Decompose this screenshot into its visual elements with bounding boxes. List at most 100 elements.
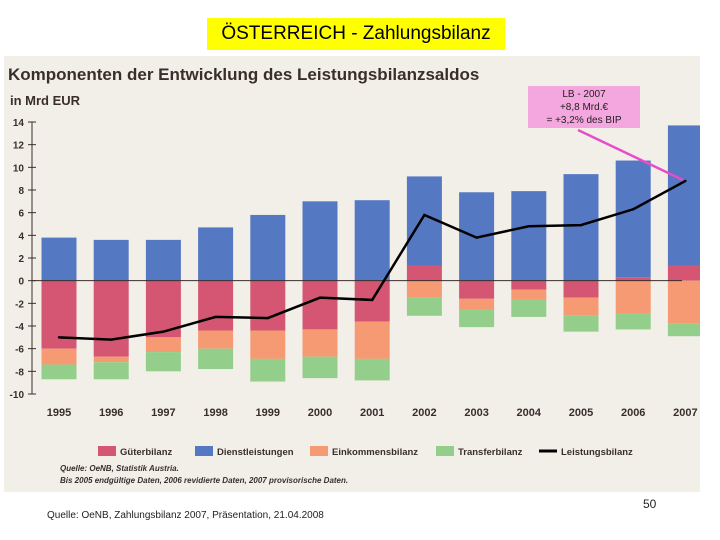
line-point [266,316,269,320]
bar-transferbilanz [563,315,599,332]
y-tick-label: 12 [13,141,25,152]
bar-transferbilanz [93,362,129,380]
legend-label-einkommensbilanz: Einkommensbilanz [332,447,418,458]
line-point [214,315,217,319]
bar-einkommensbilanz [93,356,129,363]
bar-dienstleistungen [615,160,651,278]
line-point [579,223,583,227]
bar-einkommensbilanz [302,329,338,357]
line-point [371,298,374,302]
bar-einkommensbilanz [41,348,77,365]
bar-gueterbilanz [198,280,234,331]
x-tick-label: 1999 [256,407,280,419]
bar-einkommensbilanz [667,280,703,324]
y-tick-label: -4 [15,322,24,333]
bar-dienstleistungen [145,239,181,281]
bar-transferbilanz [198,348,234,370]
bar-gueterbilanz [563,280,599,298]
bar-gueterbilanz [302,280,338,330]
y-tick-label: -8 [15,367,24,378]
bar-dienstleistungen [302,201,338,281]
bar-transferbilanz [459,309,495,328]
y-tick-label: -6 [15,345,24,356]
bar-einkommensbilanz [563,297,599,316]
y-tick-label: 0 [18,277,24,288]
x-tick-label: 2006 [621,407,645,419]
page-number: 50 [643,497,657,511]
bar-dienstleistungen [250,214,286,281]
chart-title: Komponenten der Entwicklung des Leistung… [8,65,479,84]
bar-gueterbilanz [615,277,651,281]
bar-dienstleistungen [198,227,234,281]
bar-transferbilanz [667,323,703,337]
legend-swatch-transferbilanz [436,446,454,456]
y-tick-label: -10 [10,390,25,401]
legend-label-dienstleistungen: Dienstleistungen [217,447,294,458]
bar-gueterbilanz [459,280,495,299]
x-tick-label: 2000 [308,407,332,419]
y-tick-label: 8 [18,186,24,197]
bar-dienstleistungen [93,239,129,281]
bar-transferbilanz [145,352,181,372]
bar-transferbilanz [406,297,442,316]
y-tick-label: 6 [18,209,24,220]
bar-einkommensbilanz [198,330,234,349]
bar-transferbilanz [41,364,77,380]
y-tick-label: 2 [18,254,24,265]
x-tick-label: 1996 [99,407,123,419]
chart-panel: Komponenten der Entwicklung des Leistung… [4,56,703,492]
bar-transferbilanz [250,358,286,382]
line-point [110,338,113,341]
bar-gueterbilanz [93,280,129,357]
callout-line-2: +8,8 Mrd.€ [559,102,609,113]
bar-gueterbilanz [511,280,547,290]
bar-einkommensbilanz [511,289,547,300]
y-tick-label: 4 [18,231,24,242]
legend: Güterbilanz Dienstleistungen Einkommensbil… [98,446,633,458]
callout-line-3: = +3,2% des BIP [546,115,622,126]
bar-einkommensbilanz [406,280,442,298]
bars-group [41,125,703,382]
line-point [423,213,426,217]
legend-swatch-einkommensbilanz [310,446,328,456]
bar-einkommensbilanz [250,330,286,359]
y-axis-label: in Mrd EUR [10,93,81,108]
line-point [318,296,322,299]
legend-label-transferbilanz: Transferbilanz [458,447,523,458]
line-point [684,179,687,183]
slide-title: ÖSTERREICH - Zahlungsbilanz [207,18,505,50]
x-tick-label: 2005 [569,407,593,419]
y-tick-label: 10 [13,163,25,174]
bar-gueterbilanz [667,265,703,281]
x-tick-label: 2004 [517,407,542,419]
source-line-1: Quelle: OeNB, Statistik Austria. [60,464,179,473]
bar-dienstleistungen [41,237,77,281]
x-tick-label: 1998 [203,407,227,419]
bar-transferbilanz [302,356,338,379]
axis-group: 14 12 10 8 6 4 2 0 -2 -4 -6 -8 -10 1995 1996 1997 1998 19… [10,118,698,419]
bar-einkommensbilanz [459,298,495,309]
x-tick-label: 1997 [151,407,175,419]
x-tick-label: 1995 [47,407,71,419]
bar-dienstleistungen [667,125,703,266]
line-point [57,336,61,339]
bar-einkommensbilanz [354,321,390,359]
line-point [475,236,478,239]
bar-einkommensbilanz [145,337,181,353]
source-line-2: Bis 2005 endgültige Daten, 2006 revidier… [60,476,348,485]
x-tick-label: 2007 [673,407,697,419]
x-tick-label: 2003 [464,407,488,419]
x-tick-label: 2002 [412,407,436,419]
y-tick-label: 14 [13,118,25,129]
bar-transferbilanz [511,299,547,317]
callout-box: LB - 2007 +8,8 Mrd.€ = +3,2% des BIP [528,86,640,128]
bar-einkommensbilanz [615,280,651,314]
callout-line-1: LB - 2007 [562,89,606,100]
line-group [57,179,687,341]
legend-swatch-dienstleistungen [195,446,213,456]
y-tick-label: -2 [15,299,24,310]
line-point [162,330,165,333]
bar-dienstleistungen [563,174,599,281]
legend-label-gueterbilanz: Güterbilanz [120,447,173,458]
bar-transferbilanz [615,313,651,330]
